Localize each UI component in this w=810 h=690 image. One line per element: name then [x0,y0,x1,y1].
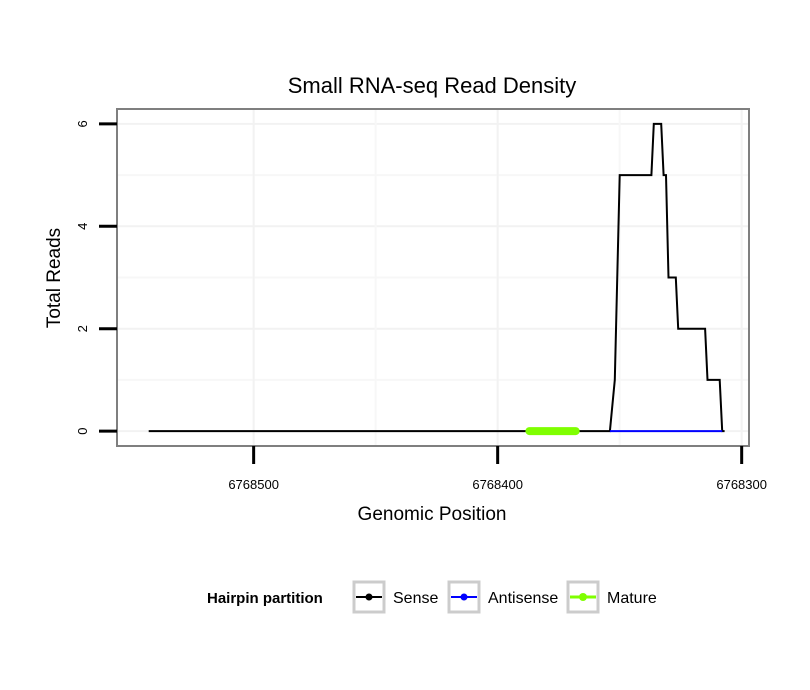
legend-key-dot-sense [365,593,373,601]
x-axis-title: Genomic Position [358,504,507,525]
plot-panel-border [116,108,750,447]
y-tick-label-0: 0 [75,428,90,435]
legend-label-antisense: Antisense [488,590,558,607]
series-line-sense [148,122,725,433]
legend-key-dot-mature [579,593,587,601]
x-tick-label-6768500: 6768500 [228,477,279,492]
legend-item-mature: Mature [566,580,657,614]
legend: Hairpin partition Sense Antisense Mature [207,580,657,614]
x-tick-label-6768400: 6768400 [472,477,523,492]
legend-label-mature: Mature [607,590,657,607]
legend-title: Hairpin partition [207,590,323,607]
y-axis-title: Total Reads [44,228,65,328]
y-tick-label-6: 6 [75,120,90,127]
y-tick-label-2: 2 [75,325,90,332]
grid [117,109,749,446]
chart-title: Small RNA-seq Read Density [288,73,577,98]
x-tick-label-6768300: 6768300 [716,477,767,492]
legend-label-sense: Sense [393,590,438,607]
axis-layer: 0 2 4 6 6768500 6768400 6768300 [75,120,767,492]
legend-item-sense: Sense [352,580,438,614]
y-tick-label-4: 4 [75,223,90,230]
legend-item-antisense: Antisense [447,580,558,614]
series-layer [148,122,725,436]
legend-key-dot-antisense [460,593,468,601]
